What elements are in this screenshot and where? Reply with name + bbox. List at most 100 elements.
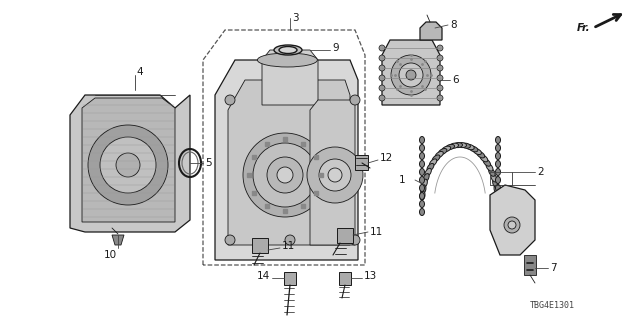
Text: 14: 14 [257,271,270,281]
Circle shape [277,167,293,183]
Ellipse shape [495,191,500,200]
Polygon shape [310,100,355,245]
Text: 12: 12 [380,153,393,163]
Circle shape [100,137,156,193]
Circle shape [391,55,431,95]
Ellipse shape [279,46,297,53]
Text: 3: 3 [292,13,299,23]
Ellipse shape [495,153,500,159]
Ellipse shape [495,201,500,207]
Ellipse shape [480,155,488,162]
Circle shape [399,63,423,87]
Ellipse shape [473,148,481,155]
Ellipse shape [465,144,474,150]
Ellipse shape [274,45,302,55]
Circle shape [350,235,360,245]
Circle shape [379,75,385,81]
Circle shape [437,75,443,81]
Ellipse shape [419,201,424,207]
Circle shape [285,235,295,245]
Ellipse shape [419,177,424,183]
Polygon shape [339,272,351,285]
Polygon shape [215,60,358,260]
Ellipse shape [442,146,451,152]
Circle shape [267,157,303,193]
Ellipse shape [435,151,444,158]
Ellipse shape [425,168,431,176]
Circle shape [406,70,416,80]
Text: 10: 10 [104,250,116,260]
Ellipse shape [495,209,500,215]
Circle shape [328,168,342,182]
Ellipse shape [461,143,470,148]
Text: 5: 5 [205,158,212,168]
Circle shape [508,221,516,229]
Text: 9: 9 [332,43,339,53]
Ellipse shape [419,161,424,167]
Polygon shape [337,228,353,243]
Circle shape [437,45,443,51]
Polygon shape [252,238,268,253]
Polygon shape [112,235,124,245]
Polygon shape [262,50,318,105]
Text: 7: 7 [550,263,557,273]
Circle shape [379,65,385,71]
Ellipse shape [495,145,500,151]
Ellipse shape [495,137,500,143]
Polygon shape [420,22,442,40]
Text: 1: 1 [398,175,405,185]
Text: 6: 6 [452,75,459,85]
Ellipse shape [483,159,490,166]
Circle shape [88,125,168,205]
Ellipse shape [438,148,447,155]
Polygon shape [490,185,535,255]
Text: 13: 13 [364,271,377,281]
Ellipse shape [454,143,463,148]
Polygon shape [382,40,440,105]
Ellipse shape [423,173,429,182]
Circle shape [319,159,351,191]
Ellipse shape [494,185,499,194]
Ellipse shape [257,53,317,67]
Circle shape [437,85,443,91]
Ellipse shape [495,161,500,167]
Circle shape [379,95,385,101]
Polygon shape [228,80,350,245]
Text: 8: 8 [450,20,456,30]
Ellipse shape [493,179,499,188]
Circle shape [350,95,360,105]
Ellipse shape [491,173,497,182]
Ellipse shape [446,144,454,150]
Ellipse shape [419,145,424,151]
Polygon shape [524,255,536,275]
Text: TBG4E1301: TBG4E1301 [530,300,575,309]
Ellipse shape [427,164,434,171]
Polygon shape [82,98,175,222]
Circle shape [116,153,140,177]
Text: 11: 11 [282,241,295,251]
Circle shape [437,95,443,101]
Ellipse shape [419,153,424,159]
Circle shape [307,147,363,203]
Circle shape [253,143,317,207]
Text: 4: 4 [136,67,143,77]
Ellipse shape [429,159,436,166]
Circle shape [437,65,443,71]
Circle shape [379,85,385,91]
Ellipse shape [422,179,428,188]
Ellipse shape [495,177,500,183]
Circle shape [504,217,520,233]
Text: 2: 2 [537,167,543,177]
Ellipse shape [420,191,425,200]
Ellipse shape [489,168,495,176]
Polygon shape [284,272,296,285]
Ellipse shape [495,169,500,175]
Ellipse shape [469,146,478,152]
Ellipse shape [419,185,424,191]
Ellipse shape [419,193,424,199]
Circle shape [437,55,443,61]
Ellipse shape [477,151,484,158]
Ellipse shape [458,143,467,148]
Ellipse shape [419,209,424,215]
Circle shape [379,45,385,51]
